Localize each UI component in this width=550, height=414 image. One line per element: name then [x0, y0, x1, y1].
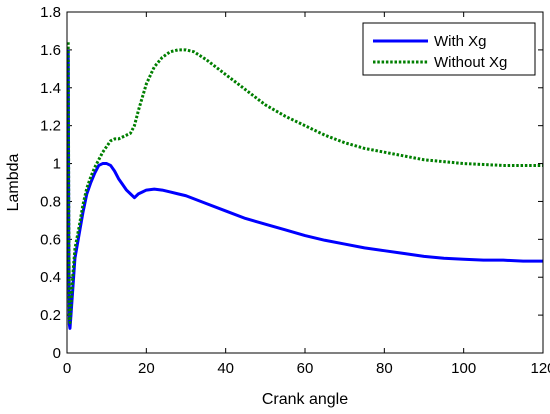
x-axis-label: Crank angle: [262, 391, 348, 408]
x-tick-label: 60: [297, 360, 314, 377]
y-tick-label: 0.2: [40, 307, 61, 324]
legend-label-without-xg: Without Xg: [434, 54, 507, 71]
legend-label-with-xg: With Xg: [434, 33, 487, 50]
x-tick-label: 20: [138, 360, 155, 377]
y-tick-label: 1: [53, 156, 61, 173]
y-tick-label: 1.8: [40, 4, 61, 21]
x-tick-label: 80: [376, 360, 393, 377]
x-tick-label: 40: [217, 360, 234, 377]
plot-area-frame: [66, 11, 544, 354]
x-tick-labels: 0 20 40 60 80 100 120: [63, 360, 550, 377]
x-tick-label: 100: [451, 360, 476, 377]
series-line-without-xg: [66, 42, 543, 325]
y-tick-label: 1.6: [40, 42, 61, 59]
y-tick-label: 1.2: [40, 118, 61, 135]
y-tick-label: 0.8: [40, 193, 61, 210]
y-tick-label: 0: [53, 345, 61, 362]
y-axis-label: Lambda: [5, 153, 22, 211]
legend-box: [362, 22, 536, 76]
y-tick-label: 0.4: [40, 269, 61, 286]
y-tick-labels: 0 0.2 0.4 0.6 0.8 1 1.2 1.4 1.6 1.8: [40, 4, 61, 362]
y-tick-label: 0.6: [40, 231, 61, 248]
series-line-with-xg: [66, 49, 543, 330]
legend: With Xg Without Xg: [362, 22, 536, 76]
x-tick-label: 0: [63, 360, 71, 377]
series-layer: [66, 42, 543, 330]
y-tick-label: 1.4: [40, 80, 61, 97]
x-tick-label: 120: [530, 360, 550, 377]
